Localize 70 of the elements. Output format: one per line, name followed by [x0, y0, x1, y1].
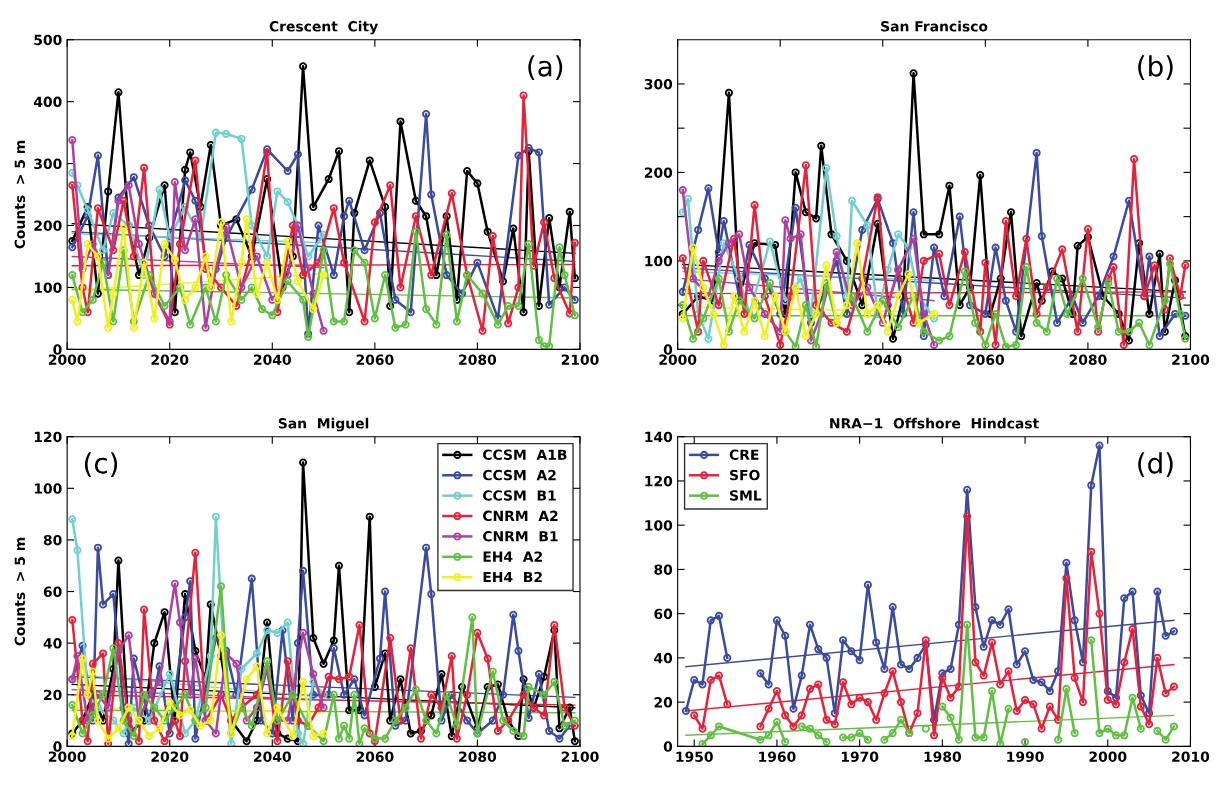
x-tick-label: 1980 — [924, 751, 961, 762]
x-tick-label: 2040 — [864, 354, 902, 365]
y-tick-label: 0 — [53, 344, 62, 355]
legend-label: CNRM B1 — [483, 530, 558, 542]
x-tick-label: 2020 — [151, 751, 189, 762]
x-tick-label: 2080 — [459, 751, 497, 762]
y-tick-label: 0 — [663, 741, 673, 752]
x-tick-label: 2000 — [1089, 751, 1127, 762]
x-tick-label: 2000 — [48, 751, 86, 762]
chart-title: NRA−1 Offshore Hindcast — [830, 417, 1039, 429]
legend-label: SML — [730, 490, 762, 501]
legend-label: CNRM A2 — [483, 510, 558, 522]
x-tick-label: 1960 — [759, 751, 796, 762]
annotation: (a) — [528, 55, 563, 80]
y-tick-label: 20 — [654, 697, 673, 708]
x-tick-label: 1950 — [676, 751, 713, 762]
annotation: (d) — [1138, 452, 1173, 477]
y-tick-label: 100 — [34, 282, 62, 293]
legend-label: CCSM B1 — [483, 490, 556, 501]
annotation: (b) — [1138, 55, 1173, 80]
y-tick-label: 100 — [34, 483, 62, 494]
y-tick-label: 60 — [43, 586, 62, 597]
y-tick-label: 500 — [34, 34, 62, 46]
y-tick-label: 400 — [33, 96, 62, 108]
y-tick-label: 0 — [663, 344, 673, 355]
x-tick-label: 1990 — [1007, 751, 1044, 762]
y-tick-label: 300 — [644, 78, 673, 90]
legend-label: CRE — [729, 449, 759, 460]
legend-label: CCSM A2 — [483, 469, 556, 481]
chart-title: San Miguel — [278, 417, 369, 432]
legend-label: EH4 B2 — [483, 571, 542, 583]
legend-label: CCSM A1B — [483, 449, 567, 460]
y-tick-label: 40 — [654, 652, 673, 664]
x-tick-label: 2020 — [761, 354, 799, 365]
x-tick-label: 2100 — [561, 354, 599, 365]
y-tick-label: 20 — [44, 689, 62, 701]
y-tick-label: 40 — [43, 638, 62, 649]
y-tick-label: 80 — [654, 564, 673, 575]
x-tick-label: 2060 — [356, 354, 394, 365]
y-axis-title: Counts > 5 m — [14, 140, 26, 249]
x-tick-label: 2020 — [151, 354, 189, 365]
y-tick-label: 80 — [43, 534, 62, 546]
x-tick-label: 2100 — [561, 751, 599, 762]
x-tick-label: 2080 — [459, 354, 497, 365]
y-tick-label: 60 — [654, 608, 673, 620]
legend-label: SFO — [730, 469, 760, 481]
x-tick-label: 2080 — [1069, 354, 1107, 365]
chart-title: Crescent City — [269, 20, 378, 35]
x-tick-label: 2040 — [254, 354, 291, 365]
x-tick-label: 2060 — [967, 354, 1005, 365]
y-tick-label: 120 — [645, 475, 673, 487]
x-tick-label: 2060 — [356, 751, 394, 762]
y-axis-title: Counts > 5 m — [14, 537, 26, 646]
x-tick-label: 2100 — [1172, 354, 1210, 365]
x-tick-label: 2010 — [1172, 751, 1210, 762]
y-tick-label: 200 — [34, 220, 62, 231]
annotation: (c) — [84, 452, 118, 477]
x-tick-label: 2040 — [254, 751, 291, 762]
x-tick-label: 2000 — [659, 354, 697, 365]
y-tick-label: 0 — [53, 741, 62, 752]
y-tick-label: 100 — [645, 520, 673, 531]
y-tick-label: 120 — [34, 431, 62, 443]
y-tick-label: 140 — [645, 431, 673, 443]
legend-label: EH4 A2 — [483, 551, 542, 562]
y-tick-label: 200 — [644, 167, 673, 178]
x-tick-label: 1970 — [841, 751, 879, 762]
y-tick-label: 100 — [645, 255, 673, 267]
x-tick-label: 2000 — [48, 354, 86, 365]
y-tick-label: 300 — [34, 158, 62, 170]
chart-title: San Francisco — [881, 20, 988, 32]
